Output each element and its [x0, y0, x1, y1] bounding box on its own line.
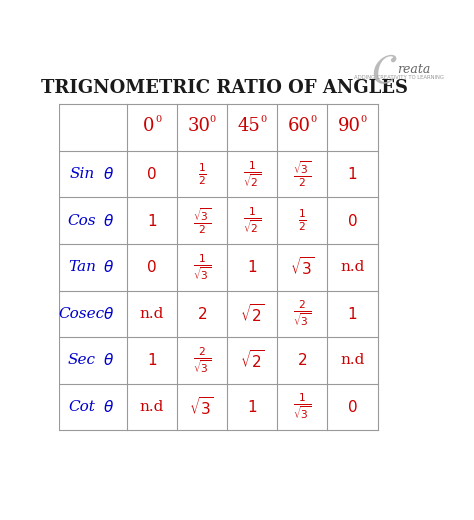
Text: $\mathcal{C}$: $\mathcal{C}$: [371, 50, 397, 92]
Text: $2$: $2$: [197, 306, 207, 322]
Text: $\theta$: $\theta$: [103, 353, 114, 368]
Text: $1$: $1$: [247, 259, 257, 275]
Text: $1$: $1$: [347, 166, 358, 182]
Text: $\frac{\sqrt{3}}{2}$: $\frac{\sqrt{3}}{2}$: [293, 159, 311, 189]
Text: Tan: Tan: [68, 260, 96, 274]
Text: 90: 90: [338, 116, 361, 135]
Text: 60: 60: [288, 116, 311, 135]
Text: $0$: $0$: [146, 166, 157, 182]
Text: $\frac{2}{\sqrt{3}}$: $\frac{2}{\sqrt{3}}$: [193, 346, 211, 375]
Text: 45: 45: [237, 116, 260, 135]
Text: n.d: n.d: [340, 260, 365, 274]
Text: $\theta$: $\theta$: [103, 166, 114, 182]
Text: n.d: n.d: [139, 400, 164, 414]
Text: Sin: Sin: [69, 167, 94, 181]
Text: 0: 0: [310, 115, 317, 124]
Text: $\sqrt{3}$: $\sqrt{3}$: [190, 396, 214, 418]
Text: 0: 0: [260, 115, 266, 124]
Text: n.d: n.d: [340, 354, 365, 367]
Text: $\frac{1}{\sqrt{2}}$: $\frac{1}{\sqrt{2}}$: [243, 160, 261, 189]
Text: $0$: $0$: [347, 399, 358, 415]
Text: $1$: $1$: [247, 399, 257, 415]
Text: $2$: $2$: [297, 353, 307, 368]
Text: $0$: $0$: [146, 259, 157, 275]
Text: ADDING CREATIVITY TO LEARNING: ADDING CREATIVITY TO LEARNING: [354, 75, 444, 80]
Text: 0: 0: [360, 115, 366, 124]
Text: $1$: $1$: [146, 213, 157, 229]
Text: $\theta$: $\theta$: [103, 259, 114, 275]
Text: $\frac{1}{\sqrt{2}}$: $\frac{1}{\sqrt{2}}$: [243, 206, 261, 235]
Text: $\sqrt{3}$: $\sqrt{3}$: [290, 256, 315, 278]
Text: 0: 0: [155, 115, 162, 124]
Text: $1$: $1$: [146, 353, 157, 368]
Text: $\frac{1}{2}$: $\frac{1}{2}$: [198, 161, 206, 187]
Text: $\theta$: $\theta$: [103, 306, 114, 322]
Text: $\frac{1}{\sqrt{3}}$: $\frac{1}{\sqrt{3}}$: [193, 253, 211, 282]
Text: 0: 0: [210, 115, 216, 124]
Text: 0: 0: [143, 116, 155, 135]
Text: $\frac{\sqrt{3}}{2}$: $\frac{\sqrt{3}}{2}$: [193, 206, 211, 236]
Text: Sec: Sec: [68, 354, 96, 367]
Text: $\frac{1}{2}$: $\frac{1}{2}$: [298, 208, 307, 233]
Text: Cosec: Cosec: [59, 307, 105, 321]
Text: Cos: Cos: [68, 214, 96, 228]
Text: $1$: $1$: [347, 306, 358, 322]
Text: $0$: $0$: [347, 213, 358, 229]
Text: Cot: Cot: [68, 400, 95, 414]
Text: $\frac{1}{\sqrt{3}}$: $\frac{1}{\sqrt{3}}$: [293, 393, 311, 421]
Text: TRIGNOMETRIC RATIO OF ANGLES: TRIGNOMETRIC RATIO OF ANGLES: [41, 79, 408, 97]
Text: n.d: n.d: [139, 307, 164, 321]
Text: reata: reata: [397, 63, 430, 76]
Text: $\theta$: $\theta$: [103, 399, 114, 415]
Text: $\sqrt{2}$: $\sqrt{2}$: [240, 303, 264, 325]
Text: $\frac{2}{\sqrt{3}}$: $\frac{2}{\sqrt{3}}$: [293, 300, 311, 328]
Text: 30: 30: [187, 116, 210, 135]
Text: $\sqrt{2}$: $\sqrt{2}$: [240, 349, 264, 371]
Text: $\theta$: $\theta$: [103, 213, 114, 229]
